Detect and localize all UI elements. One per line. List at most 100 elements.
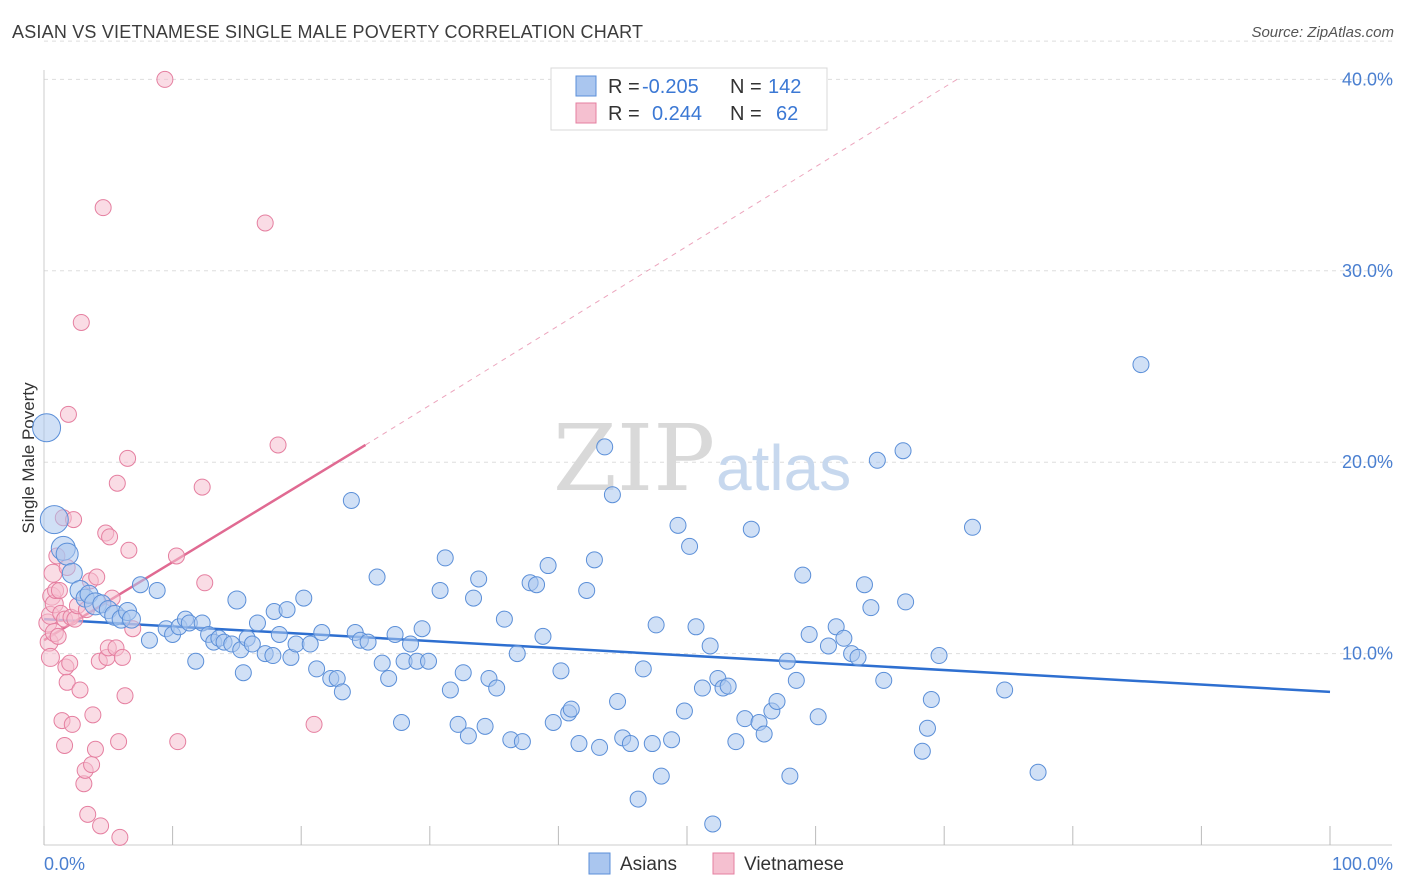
asians-point [913,742,931,760]
asians-point [295,589,313,607]
asians-point [963,518,981,536]
asians-point [61,562,83,584]
y-tick-label: 10.0% [1342,644,1393,664]
asians-point [809,708,827,726]
asians-point [488,679,506,697]
chart-title: ASIAN VS VIETNAMESE SINGLE MALE POVERTY … [12,22,644,42]
y-tick-label: 40.0% [1342,69,1393,89]
asians-point [570,735,588,753]
asians-point [787,671,805,689]
asians-point [227,590,247,610]
asians-point [875,671,893,689]
asians-point [663,731,681,749]
asians-point [742,520,760,538]
vietnamese-point [101,528,119,546]
asians-point [736,710,754,728]
series-legend: Asians Vietnamese [588,852,844,875]
asians-point [794,566,812,584]
trendline-vietnamese-extension [365,78,958,446]
asians-point [675,702,693,720]
asians-point [849,648,867,666]
asians-point [359,633,377,651]
stats-legend-box [550,67,828,131]
vietnamese-point [108,474,126,492]
asians-point [287,635,305,653]
asians-point [562,700,580,718]
asians-point [544,714,562,732]
bottom-legend-swatch-vietnamese [712,852,735,875]
asians-point [243,635,261,653]
vietnamese-point [88,568,106,586]
asians-point [39,505,69,535]
asians-point [313,624,331,642]
asians-point [552,662,570,680]
asians-point [603,486,621,504]
legend-n-value-vietnamese: 62 [776,103,798,125]
asians-point [308,660,326,678]
asians-point [701,637,719,655]
legend-r-label-vietnamese: R = [608,103,640,125]
watermark: ZIP atlas [553,405,851,512]
watermark-zip: ZIP [553,405,715,512]
asians-point [270,625,288,643]
legend-n-label-asians: N = [730,76,762,98]
vietnamese-point [92,817,110,835]
asians-point [855,576,873,594]
legend-swatch-vietnamese [575,102,597,124]
asians-point [420,652,438,670]
asians-point [342,491,360,509]
legend-r-label-asians: R = [608,76,640,98]
vietnamese-point [111,828,129,846]
asians-point [687,618,705,636]
vietnamese-point [72,313,90,331]
asians-point [1132,356,1150,374]
asians-point [669,516,687,534]
asians-point [922,691,940,709]
asians-point [781,767,799,785]
bottom-legend-label-vietnamese: Vietnamese [744,854,844,875]
asians-point [380,669,398,687]
tick-labels: 10.0% 20.0% 30.0% 40.0% 0.0% 100.0% [44,69,1393,874]
asians-point [819,637,837,655]
vietnamese-point [156,70,174,88]
asians-point [301,635,319,653]
watermark-atlas: atlas [716,432,851,504]
asians-point [508,645,526,663]
asians-point [930,647,948,665]
asians-point [476,717,494,735]
asians-point [596,438,614,456]
vietnamese-point [113,648,131,666]
vietnamese-point [83,756,101,774]
asians-point [897,593,915,611]
stats-legend: R = -0.205 N = 142 R = 0.244 N = 62 [550,67,828,131]
asians-point [278,601,296,619]
vietnamese-point [94,199,112,217]
asians-point [373,654,391,672]
vietnamese-point [50,581,68,599]
asians-point [862,599,880,617]
y-axis-title: Single Male Poverty [19,382,38,534]
asians-point [413,620,431,638]
data-points [32,70,1150,846]
x-tick-label: 0.0% [44,854,85,874]
asians-point [55,542,79,566]
asians-point [768,692,786,710]
asians-point [918,719,936,737]
asians-point [495,610,513,628]
legend-n-label-vietnamese: N = [730,103,762,125]
vietnamese-point [49,627,67,645]
vietnamese-point [269,436,287,454]
vietnamese-point [193,478,211,496]
asians-point [264,647,282,665]
vietnamese-point [59,405,77,423]
asians-point [647,616,665,634]
asians-point [449,715,467,733]
asians-point [32,413,62,443]
asians-point [131,576,149,594]
vietnamese-point [56,736,74,754]
asians-point [333,683,351,701]
asians-point [621,735,639,753]
asians-point [393,714,411,732]
asians-point [1029,763,1047,781]
